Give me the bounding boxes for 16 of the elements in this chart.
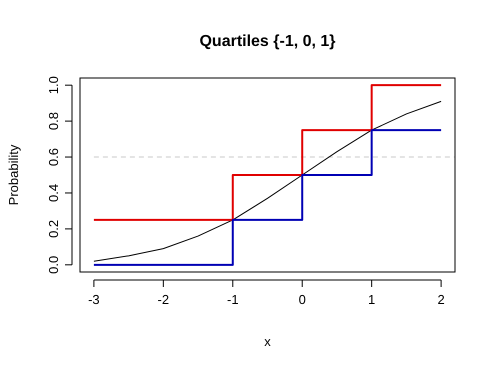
line-series [93,100,442,262]
x-tick-label: 2 [437,292,445,307]
y-tick-label: 0.8 [46,112,61,130]
x-tick-label: -2 [158,292,170,307]
y-tick-label: 0.0 [46,256,61,274]
chart-title: Quartiles {-1, 0, 1} [199,33,336,50]
x-tick-label: -1 [226,292,239,307]
y-tick-label: 0.4 [46,184,61,202]
y-tick-label: 1.0 [46,76,61,94]
x-tick-label: 0 [298,292,306,307]
x-axis-title: x [264,334,272,349]
y-axis-title: Probability [6,144,21,206]
y-tick-label: 0.6 [46,148,61,166]
x-tick-label: 1 [368,292,376,307]
y-tick-label: 0.2 [46,220,61,238]
x-tick-label: -3 [88,292,100,307]
